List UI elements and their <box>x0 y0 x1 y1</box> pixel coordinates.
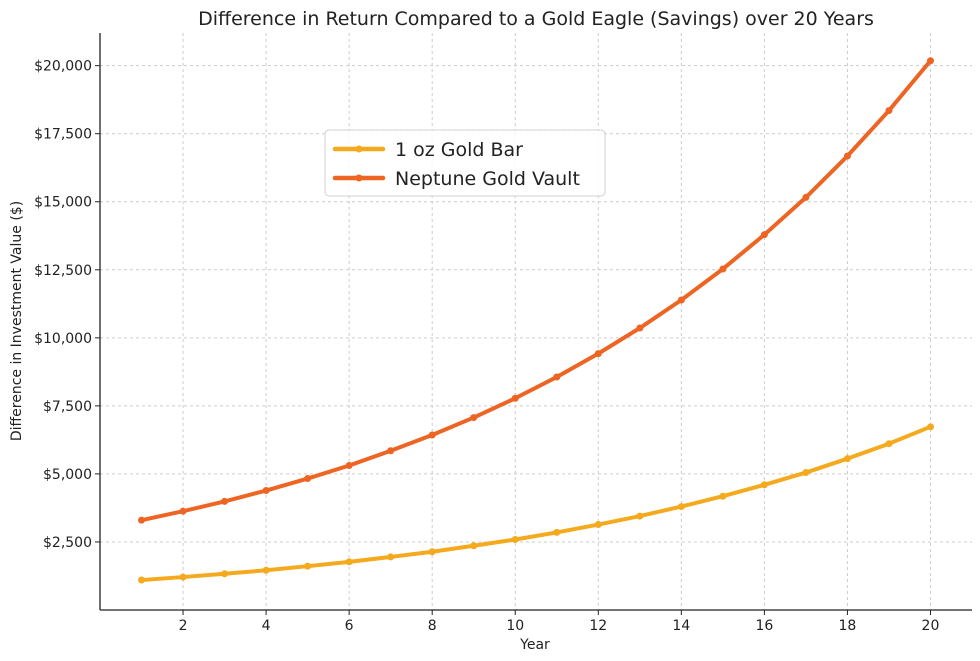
data-point <box>304 562 312 570</box>
data-point <box>677 296 685 304</box>
x-tick-label: 12 <box>589 618 607 634</box>
data-point <box>262 487 270 495</box>
y-tick-label: $17,500 <box>34 127 92 143</box>
data-point <box>179 573 187 581</box>
data-point <box>511 536 519 544</box>
chart-title: Difference in Return Compared to a Gold … <box>198 8 874 30</box>
y-tick-label: $12,500 <box>34 263 92 279</box>
data-point <box>926 423 934 431</box>
legend-label: Neptune Gold Vault <box>395 168 580 190</box>
data-point <box>553 373 561 381</box>
y-axis-label: Difference in Investment Value ($) <box>9 201 25 441</box>
axes <box>99 33 972 611</box>
data-point <box>345 558 353 566</box>
data-point <box>636 324 644 332</box>
x-axis-label: Year <box>519 637 550 653</box>
data-point <box>843 455 851 463</box>
data-point <box>926 57 934 65</box>
x-tick-label: 10 <box>506 618 524 634</box>
data-point <box>138 516 146 524</box>
x-tick-label: 18 <box>839 618 857 634</box>
data-point <box>179 507 187 515</box>
data-point <box>387 553 395 561</box>
x-tick-label: 20 <box>922 618 940 634</box>
ticks: 2 4 6 8 10 12 14 16 18 20 $2,500 $5,000 $7,500 $10,00… <box>34 59 939 634</box>
data-point <box>760 231 768 239</box>
data-point <box>470 414 478 422</box>
data-point <box>843 152 851 160</box>
data-point <box>719 492 727 500</box>
data-point <box>885 440 893 448</box>
data-point <box>428 431 436 439</box>
y-tick-label: $10,000 <box>34 331 92 347</box>
data-point <box>138 576 146 584</box>
y-tick-label: $7,500 <box>43 399 92 415</box>
data-point <box>304 475 312 483</box>
series-line <box>139 58 933 523</box>
grid <box>100 33 972 610</box>
y-tick-label: $15,000 <box>34 195 92 211</box>
data-point <box>511 394 519 402</box>
data-point <box>802 193 810 201</box>
legend-marker <box>355 145 363 153</box>
data-point <box>594 521 602 529</box>
series-line <box>139 424 933 583</box>
legend-marker <box>355 174 363 182</box>
data-point <box>885 107 893 115</box>
y-tick-label: $5,000 <box>43 467 92 483</box>
data-point <box>677 503 685 511</box>
y-tick-label: $20,000 <box>34 59 92 75</box>
data-point <box>636 512 644 520</box>
x-tick-label: 2 <box>179 618 188 634</box>
legend-label: 1 oz Gold Bar <box>395 139 523 161</box>
x-tick-label: 14 <box>672 618 690 634</box>
data-point <box>221 570 229 578</box>
data-point <box>760 481 768 489</box>
legend-box <box>324 129 606 197</box>
data-point <box>221 497 229 505</box>
data-point <box>802 469 810 477</box>
data-point <box>262 566 270 574</box>
data-point <box>594 350 602 358</box>
x-tick-label: 6 <box>345 618 354 634</box>
x-tick-label: 8 <box>428 618 437 634</box>
x-tick-label: 4 <box>262 618 271 634</box>
data-point <box>719 265 727 273</box>
data-point <box>553 528 561 536</box>
y-tick-label: $2,500 <box>43 535 92 551</box>
x-tick-label: 16 <box>755 618 773 634</box>
legend: 1 oz Gold Bar Neptune Gold Vault <box>324 129 606 197</box>
data-point <box>428 548 436 556</box>
series-group <box>138 57 934 584</box>
data-point <box>470 542 478 550</box>
data-point <box>387 447 395 455</box>
data-point <box>345 461 353 469</box>
